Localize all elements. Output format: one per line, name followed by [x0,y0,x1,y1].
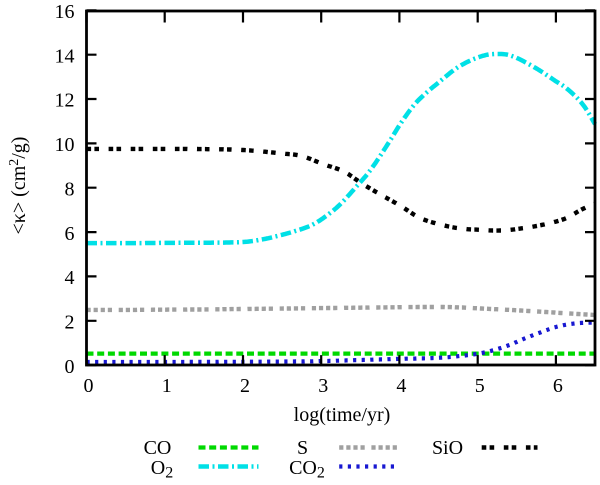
svg-text:4: 4 [65,267,75,289]
svg-text:3: 3 [318,375,328,397]
svg-text:log(time/yr): log(time/yr) [294,404,391,426]
svg-text:8: 8 [65,178,75,200]
svg-text:12: 12 [55,90,75,112]
svg-text:2: 2 [65,311,75,333]
svg-text:0: 0 [65,356,75,378]
svg-text:SiO: SiO [432,437,463,459]
svg-text:2: 2 [240,375,250,397]
svg-text:CO: CO [144,437,172,459]
svg-text:16: 16 [55,1,75,23]
svg-text:1: 1 [162,375,172,397]
svg-text:6: 6 [65,223,75,245]
svg-text:<κ> (cm2/g): <κ> (cm2/g) [7,137,30,235]
svg-text:14: 14 [55,45,75,67]
svg-text:5: 5 [475,375,485,397]
svg-text:6: 6 [553,375,563,397]
svg-text:0: 0 [84,375,94,397]
svg-text:4: 4 [396,375,406,397]
svg-text:10: 10 [55,134,75,156]
svg-text:S: S [297,437,308,459]
